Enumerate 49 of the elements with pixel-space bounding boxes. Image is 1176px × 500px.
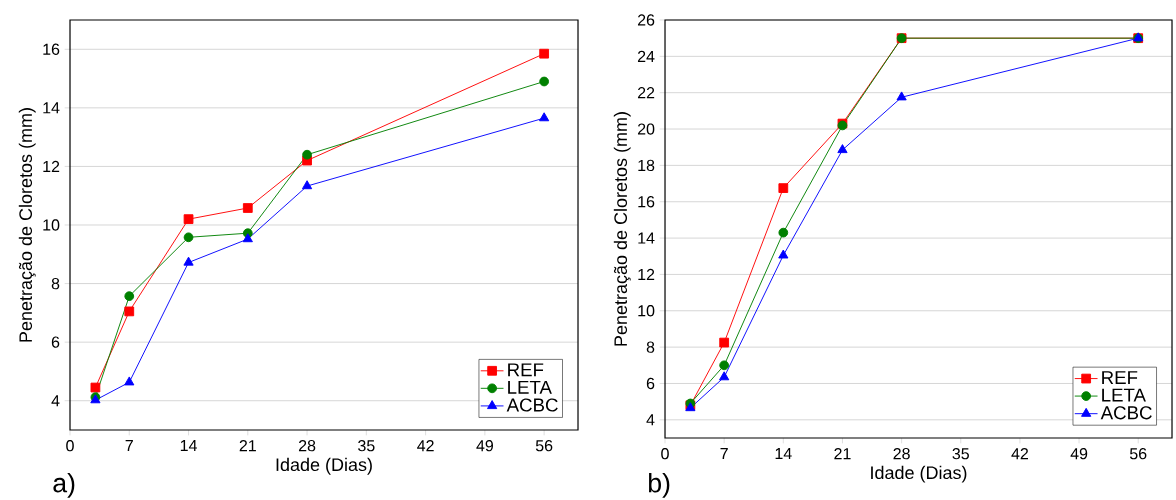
y-tick-label: 18 [638, 159, 655, 172]
x-tick-label: 56 [535, 440, 553, 452]
x-tick-label: 21 [239, 440, 256, 452]
y-tick-label: 10 [43, 219, 60, 231]
y-tick-label: 14 [638, 232, 655, 244]
y-tick-label: 26 [637, 14, 655, 26]
x-tick-label: 14 [180, 440, 197, 452]
x-tick-label: 14 [775, 448, 792, 460]
y-tick-label: 4 [51, 395, 60, 407]
legend-label: ACBC [1100, 406, 1152, 420]
x-axis-title: Idade (Dias) [276, 457, 372, 475]
y-tick-label: 6 [51, 336, 60, 348]
y-tick-label: 6 [646, 377, 655, 390]
y-tick-label: 12 [638, 268, 655, 281]
legend-label: REF [1102, 371, 1138, 384]
x-tick-label: 21 [834, 448, 851, 460]
y-axis-title: Penetração de Cloretos (mm) [18, 108, 36, 342]
x-tick-label: 49 [1070, 448, 1088, 460]
x-tick-label: 28 [893, 448, 910, 460]
y-axis-title: Penetração de Cloretos (mm) [613, 112, 631, 346]
y-tick-label: 8 [646, 341, 655, 353]
y-tick-label: 16 [43, 43, 60, 55]
legend-label: LETA [508, 380, 552, 394]
legend-label: REF [508, 363, 544, 377]
x-tick-label: 42 [417, 440, 434, 452]
x-tick-label: 7 [720, 448, 728, 460]
x-tick-label: 0 [661, 448, 669, 460]
x-tick-label: 0 [66, 440, 74, 452]
y-tick-label: 22 [637, 87, 655, 99]
legend-label: ACBC [506, 398, 558, 412]
x-tick-label: 28 [298, 440, 316, 452]
x-tick-label: 49 [476, 440, 493, 452]
y-tick-label: 4 [646, 414, 655, 426]
y-tick-label: 12 [43, 160, 60, 173]
text: a) [53, 472, 75, 498]
x-axis-title: Idade (Dias) [871, 465, 967, 483]
y-tick-label: 16 [638, 196, 655, 208]
y-tick-label: 8 [51, 277, 60, 290]
x-tick-label: 35 [358, 440, 375, 452]
text: b) [648, 472, 670, 498]
legend-label: LETA [1102, 388, 1146, 402]
x-tick-label: 56 [1129, 448, 1147, 460]
y-tick-label: 14 [43, 102, 60, 114]
y-tick-label: 20 [637, 123, 655, 135]
y-tick-label: 24 [637, 50, 655, 62]
y-tick-label: 10 [638, 305, 655, 317]
x-tick-label: 42 [1011, 448, 1028, 460]
x-tick-label: 7 [125, 440, 133, 452]
x-tick-label: 35 [952, 448, 969, 460]
